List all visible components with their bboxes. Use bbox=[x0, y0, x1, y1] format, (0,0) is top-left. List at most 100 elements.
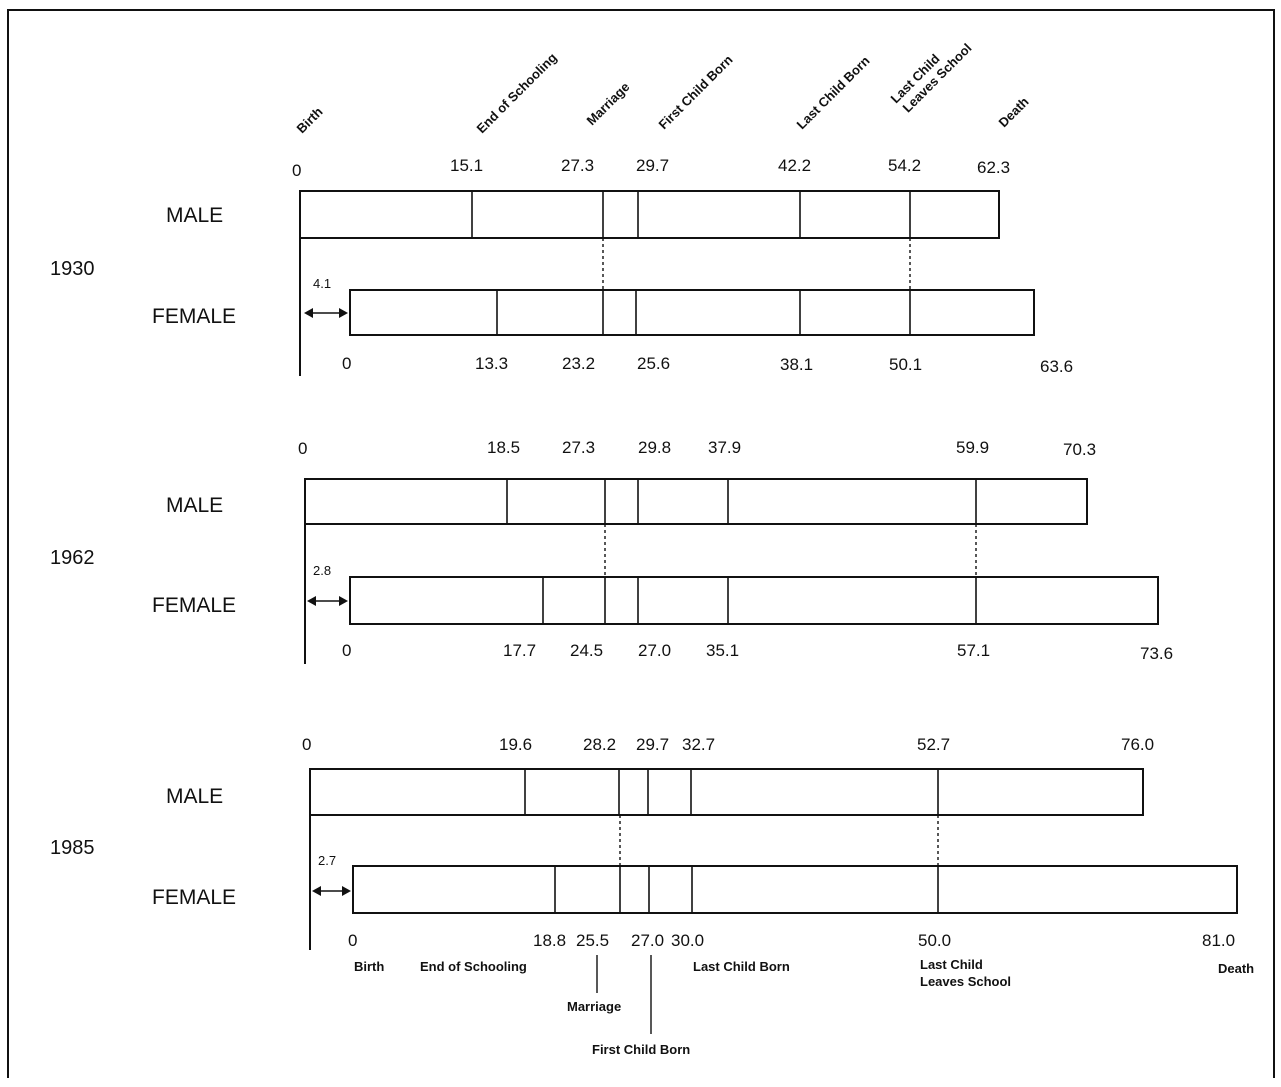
bottom-label-last-child-born: Last Child Born bbox=[693, 959, 790, 974]
male-value-marriage: 27.3 bbox=[562, 438, 595, 457]
bottom-label-birth: Birth bbox=[354, 959, 384, 974]
gap-marker-1930: 4.1 bbox=[304, 276, 348, 318]
male-value-end-of-schooling: 19.6 bbox=[499, 735, 532, 754]
male-label-1930: MALE bbox=[166, 204, 223, 227]
female-value-death: 81.0 bbox=[1202, 931, 1235, 950]
female-value-first-child-born: 27.0 bbox=[638, 641, 671, 660]
gap-label-1930: 4.1 bbox=[313, 276, 331, 291]
male-value-marriage: 28.2 bbox=[583, 735, 616, 754]
female-value-death: 73.6 bbox=[1140, 644, 1173, 663]
bottom-label-death: Death bbox=[1218, 961, 1254, 976]
male-value-first-child-born: 29.7 bbox=[636, 735, 669, 754]
female-value-death: 63.6 bbox=[1040, 357, 1073, 376]
bottom-label-first-child-born: First Child Born bbox=[592, 1042, 690, 1057]
male-value-end-of-schooling: 15.1 bbox=[450, 156, 483, 175]
male-value-death: 76.0 bbox=[1121, 735, 1154, 754]
male-value-last-child-born: 32.7 bbox=[682, 735, 715, 754]
male-value-last-child-leaves-school: 52.7 bbox=[917, 735, 950, 754]
gap-arrowhead-right-1985 bbox=[342, 886, 351, 896]
male-values-1962: 0 18.5 27.3 29.8 37.9 59.9 70.3 bbox=[298, 438, 1096, 459]
female-value-last-child-leaves-school: 57.1 bbox=[957, 641, 990, 660]
header-event-labels: Birth End of Schooling Marriage First Ch… bbox=[294, 30, 1032, 136]
female-value-last-child-leaves-school: 50.0 bbox=[918, 931, 951, 950]
male-value-last-child-born: 37.9 bbox=[708, 438, 741, 457]
bottom-label-marriage: Marriage bbox=[567, 999, 621, 1014]
male-ticks-1962 bbox=[506, 479, 977, 524]
female-value-marriage: 23.2 bbox=[562, 354, 595, 373]
female-ticks-1930 bbox=[496, 290, 911, 335]
female-values-1962: 0 17.7 24.5 27.0 35.1 57.1 73.6 bbox=[342, 641, 1173, 663]
male-value-birth: 0 bbox=[302, 735, 311, 754]
female-ticks-1962 bbox=[542, 577, 977, 624]
header-last-child-born: Last Child Born bbox=[794, 53, 873, 132]
gap-marker-1962: 2.8 bbox=[307, 563, 348, 606]
gap-arrowhead-right-1962 bbox=[339, 596, 348, 606]
female-value-end-of-schooling: 17.7 bbox=[503, 641, 536, 660]
male-value-last-child-leaves-school: 59.9 bbox=[956, 438, 989, 457]
female-values-1985: 0 18.8 25.5 27.0 30.0 50.0 81.0 bbox=[348, 931, 1235, 950]
female-values-1930: 0 13.3 23.2 25.6 38.1 50.1 63.6 bbox=[342, 354, 1073, 376]
male-value-first-child-born: 29.8 bbox=[638, 438, 671, 457]
header-first-child-born: First Child Born bbox=[656, 52, 736, 132]
female-value-birth: 0 bbox=[342, 641, 351, 660]
male-value-last-child-born: 42.2 bbox=[778, 156, 811, 175]
cohort-1985: 1985 MALE FEMALE 2.7 0 bbox=[50, 735, 1238, 950]
female-value-last-child-leaves-school: 50.1 bbox=[889, 355, 922, 374]
male-value-birth: 0 bbox=[292, 161, 301, 180]
gap-marker-1985: 2.7 bbox=[312, 853, 351, 896]
male-value-end-of-schooling: 18.5 bbox=[487, 438, 520, 457]
female-value-last-child-born: 30.0 bbox=[671, 931, 704, 950]
bottom-leaves-line-1: Last Child bbox=[920, 957, 983, 972]
bottom-event-labels: Birth End of Schooling Marriage First Ch… bbox=[354, 955, 1254, 1057]
header-birth: Birth bbox=[294, 104, 326, 136]
male-value-first-child-born: 29.7 bbox=[636, 156, 669, 175]
gap-arrowhead-left-1962 bbox=[307, 596, 316, 606]
male-value-death: 70.3 bbox=[1063, 440, 1096, 459]
female-label-1985: FEMALE bbox=[152, 886, 236, 909]
gap-label-1962: 2.8 bbox=[313, 563, 331, 578]
female-value-first-child-born: 27.0 bbox=[631, 931, 664, 950]
header-death: Death bbox=[996, 94, 1032, 130]
gap-arrowhead-left-1930 bbox=[304, 308, 313, 318]
female-value-last-child-born: 35.1 bbox=[706, 641, 739, 660]
female-label-1930: FEMALE bbox=[152, 305, 236, 328]
male-ticks-1985 bbox=[524, 769, 939, 815]
year-label-1985: 1985 bbox=[50, 837, 95, 859]
male-values-1930: 0 15.1 27.3 29.7 42.2 54.2 62.3 bbox=[292, 156, 1010, 180]
male-bar-1985 bbox=[309, 768, 1144, 816]
bottom-label-last-child-leaves-school: Last Child Leaves School bbox=[920, 957, 1011, 989]
female-value-birth: 0 bbox=[348, 931, 357, 950]
gap-label-1985: 2.7 bbox=[318, 853, 336, 868]
female-value-end-of-schooling: 13.3 bbox=[475, 354, 508, 373]
female-value-first-child-born: 25.6 bbox=[637, 354, 670, 373]
female-bar-1930 bbox=[349, 289, 1035, 336]
diagram-border bbox=[7, 9, 1275, 1078]
female-value-last-child-born: 38.1 bbox=[780, 355, 813, 374]
male-value-birth: 0 bbox=[298, 439, 307, 458]
female-value-marriage: 25.5 bbox=[576, 931, 609, 950]
header-last-child-leaves-school: Last ChildLeaves School bbox=[888, 30, 975, 117]
bottom-leaves-line-2: Leaves School bbox=[920, 974, 1011, 989]
year-label-1930: 1930 bbox=[50, 258, 95, 280]
male-label-1962: MALE bbox=[166, 494, 223, 517]
header-marriage: Marriage bbox=[584, 79, 633, 128]
cohort-1962: 1962 MALE FEMALE 2.8 0 bbox=[50, 438, 1173, 664]
female-value-birth: 0 bbox=[342, 354, 351, 373]
female-label-1962: FEMALE bbox=[152, 594, 236, 617]
gap-arrowhead-right-1930 bbox=[339, 308, 348, 318]
year-label-1962: 1962 bbox=[50, 547, 95, 569]
cohort-1930: 1930 MALE FEMALE 4.1 0 bbox=[50, 156, 1073, 376]
male-value-last-child-leaves-school: 54.2 bbox=[888, 156, 921, 175]
male-value-death: 62.3 bbox=[977, 158, 1010, 177]
female-value-end-of-schooling: 18.8 bbox=[533, 931, 566, 950]
male-value-marriage: 27.3 bbox=[561, 156, 594, 175]
male-bar-1962 bbox=[304, 478, 1088, 525]
header-end-of-schooling: End of Schooling bbox=[474, 50, 560, 136]
male-bar-1930 bbox=[299, 190, 1000, 239]
gap-arrowhead-left-1985 bbox=[312, 886, 321, 896]
male-label-1985: MALE bbox=[166, 785, 223, 808]
female-bar-1962 bbox=[349, 576, 1159, 625]
male-ticks-1930 bbox=[471, 191, 911, 238]
